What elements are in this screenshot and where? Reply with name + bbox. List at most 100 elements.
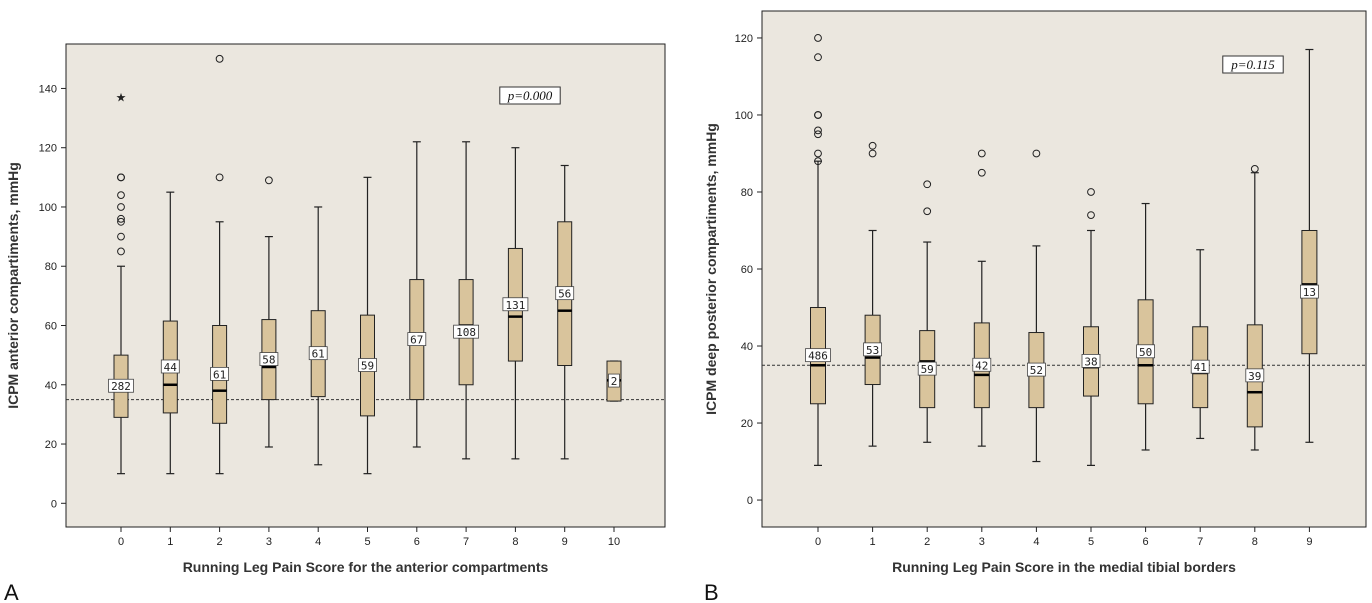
chart-b-xtick-label: 9 <box>1306 536 1312 548</box>
outlier-point <box>1250 164 1259 173</box>
outlier-point <box>923 180 932 189</box>
chart-b-xlabel: Running Leg Pain Score in the medial tib… <box>892 559 1236 575</box>
chart-a-ytick-label: 140 <box>39 83 57 95</box>
chart-b-ytick-label: 0 <box>747 495 753 507</box>
chart-b-pvalue: p=0.115 <box>1230 57 1275 72</box>
chart-a-xtick-label: 8 <box>512 536 518 548</box>
chart-b-ytick-label: 40 <box>741 341 753 353</box>
n-label-box <box>972 357 992 372</box>
chart-a-box-1: 44 <box>160 191 180 475</box>
n-label-box <box>1081 354 1101 368</box>
chart-a-xtick-label: 4 <box>315 536 321 548</box>
n-label: 50 <box>1139 346 1152 359</box>
outlier-point <box>814 111 822 119</box>
outlier-point <box>117 191 125 200</box>
chart-b-xtick-label: 8 <box>1252 536 1258 548</box>
chart-a-xtick-label: 5 <box>364 536 370 548</box>
chart-a-box-5: 59 <box>358 176 377 475</box>
n-label-box <box>453 324 480 339</box>
chart-b-box-0: 486 <box>805 34 831 466</box>
chart-b-box-1: 53 <box>863 141 882 447</box>
chart-b-ytick-label: 20 <box>741 418 753 430</box>
n-label-box <box>863 342 882 357</box>
chart-a-box-6: 67 <box>407 141 427 448</box>
chart-a-xlabel: Running Leg Pain Score for the anterior … <box>183 559 549 575</box>
outlier-point <box>814 149 822 158</box>
chart-a-box-2: 61 <box>210 54 230 475</box>
n-label: 42 <box>975 359 988 372</box>
n-label: 58 <box>262 354 275 367</box>
chart-a-ytick-label: 60 <box>45 321 57 333</box>
chart-b-box-8: 39 <box>1245 164 1265 451</box>
chart-a-box-4: 61 <box>308 206 328 466</box>
outlier-point <box>814 157 822 166</box>
chart-a-ytick-label: 0 <box>51 498 57 510</box>
chart-b-xtick-label: 0 <box>815 536 821 548</box>
chart-a-ytick-label: 100 <box>39 202 57 214</box>
outlier-point <box>117 214 125 223</box>
chart-b-plot-area <box>761 10 1367 528</box>
outlier-point <box>1087 211 1095 219</box>
extreme-point: ★ <box>116 90 127 104</box>
n-label: 282 <box>111 380 131 393</box>
n-label-box <box>259 352 279 366</box>
outlier-point <box>117 173 125 182</box>
chart-a-box-8: 131 <box>502 147 529 460</box>
chart-a-box-9: 56 <box>555 164 575 460</box>
n-label-box <box>805 348 831 363</box>
chart-a-box-0: ★ 282 <box>108 90 134 475</box>
outlier-point <box>117 247 125 256</box>
chart-b-box-9: 13 <box>1300 48 1319 443</box>
n-label: 52 <box>1030 364 1043 377</box>
outlier-point <box>1087 188 1095 196</box>
n-label-box <box>160 359 180 374</box>
n-label: 38 <box>1084 355 1097 368</box>
outlier-point <box>977 149 986 158</box>
n-label: 61 <box>213 368 226 381</box>
chart-b-pvalue-box <box>1222 55 1284 74</box>
n-label-box <box>555 286 575 301</box>
panel-label-b: B <box>704 580 719 603</box>
chart-b-xtick-label: 3 <box>979 536 985 548</box>
n-label-box <box>1245 368 1265 383</box>
chart-a-xtick-label: 7 <box>463 536 469 548</box>
chart-b-xtick-label: 1 <box>870 536 876 548</box>
outlier-point <box>868 149 877 158</box>
outlier-point <box>265 176 273 185</box>
chart-a-ytick-label: 20 <box>45 439 57 451</box>
outlier-point <box>117 203 125 211</box>
outlier-point <box>814 53 822 62</box>
chart-b-ytick-label: 80 <box>741 187 753 199</box>
n-label: 59 <box>921 363 934 376</box>
n-label: 13 <box>1303 286 1316 299</box>
n-label-box <box>1136 344 1155 359</box>
chart-a-plot-area <box>65 43 666 528</box>
n-label: 56 <box>558 288 571 301</box>
chart-b-ytick-label: 100 <box>735 110 753 122</box>
chart-a-xtick-label: 2 <box>217 536 223 548</box>
chart-a-ytick-label: 80 <box>45 261 57 273</box>
outlier-point <box>814 34 822 42</box>
n-label: 53 <box>866 344 879 357</box>
chart-b-xtick-label: 5 <box>1088 536 1094 548</box>
outlier-point <box>215 54 224 63</box>
n-label: 67 <box>410 334 423 347</box>
panel-label-a: A <box>4 580 19 603</box>
outlier-point <box>814 130 822 139</box>
outlier-point <box>117 232 125 241</box>
n-label-box <box>407 332 427 346</box>
chart-a-xtick-label: 1 <box>167 536 173 548</box>
chart-a-xtick-label: 3 <box>266 536 272 548</box>
n-label: 2 <box>611 375 618 388</box>
chart-b-box-2: 59 <box>917 180 937 443</box>
chart-b-box-3: 42 <box>972 149 992 447</box>
n-label-box <box>358 358 377 372</box>
outlier-point <box>215 173 224 182</box>
n-label-box <box>917 361 937 376</box>
n-label-box <box>502 297 529 312</box>
chart-a-pvalue: p=0.000 <box>507 88 553 103</box>
chart-a-xtick-label: 6 <box>414 536 420 548</box>
n-label-box <box>1027 362 1046 377</box>
outlier-point <box>1032 149 1041 158</box>
outlier-point <box>977 168 986 177</box>
